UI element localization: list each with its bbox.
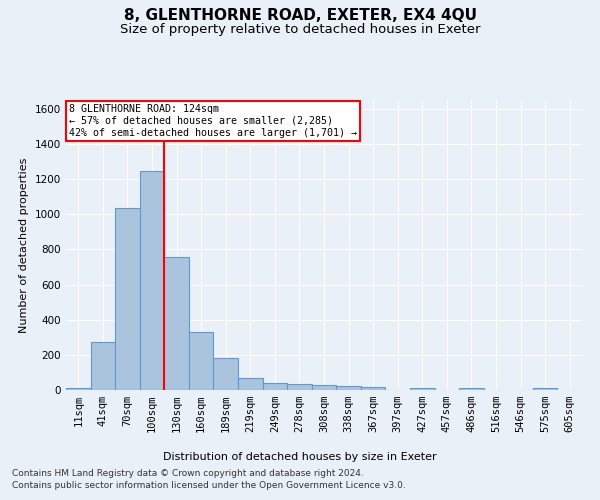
Bar	[459, 388, 484, 390]
Text: 8, GLENTHORNE ROAD, EXETER, EX4 4QU: 8, GLENTHORNE ROAD, EXETER, EX4 4QU	[124, 8, 476, 22]
Bar	[263, 382, 287, 390]
Bar	[140, 171, 164, 390]
Bar	[214, 358, 238, 390]
Y-axis label: Number of detached properties: Number of detached properties	[19, 158, 29, 332]
Text: Size of property relative to detached houses in Exeter: Size of property relative to detached ho…	[120, 22, 480, 36]
Bar	[66, 388, 91, 390]
Bar	[238, 378, 263, 390]
Text: 8 GLENTHORNE ROAD: 124sqm
← 57% of detached houses are smaller (2,285)
42% of se: 8 GLENTHORNE ROAD: 124sqm ← 57% of detac…	[68, 104, 356, 138]
Text: Contains public sector information licensed under the Open Government Licence v3: Contains public sector information licen…	[12, 480, 406, 490]
Bar	[115, 208, 140, 390]
Bar	[189, 332, 214, 390]
Text: Contains HM Land Registry data © Crown copyright and database right 2024.: Contains HM Land Registry data © Crown c…	[12, 469, 364, 478]
Bar	[410, 388, 434, 390]
Bar	[336, 386, 361, 390]
Bar	[164, 258, 189, 390]
Bar	[312, 385, 336, 390]
Text: Distribution of detached houses by size in Exeter: Distribution of detached houses by size …	[163, 452, 437, 462]
Bar	[533, 388, 557, 390]
Bar	[361, 388, 385, 390]
Bar	[91, 342, 115, 390]
Bar	[287, 384, 312, 390]
